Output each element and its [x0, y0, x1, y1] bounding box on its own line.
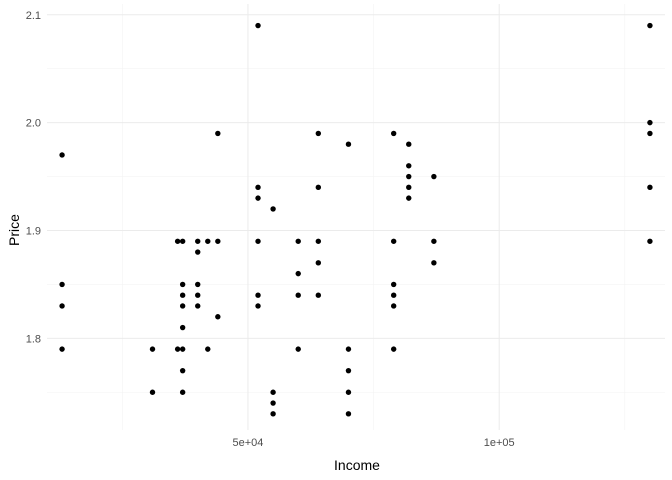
x-tick-label: 1e+05 — [484, 437, 515, 449]
data-point — [255, 292, 261, 298]
y-axis-tick-labels: 1.8 1.9 2.0 2.1 — [26, 10, 41, 346]
data-point — [179, 346, 186, 352]
data-point — [315, 292, 322, 298]
data-point — [315, 238, 322, 244]
data-point — [270, 389, 276, 395]
data-point — [406, 184, 412, 191]
data-point — [255, 238, 261, 244]
data-point — [345, 389, 352, 395]
data-point — [255, 22, 261, 29]
data-point — [149, 346, 156, 352]
data-point — [295, 238, 301, 244]
data-point — [255, 195, 261, 201]
data-point — [647, 22, 653, 29]
data-point — [647, 130, 653, 137]
data-point — [315, 130, 322, 137]
y-tick-label: 2.0 — [26, 118, 41, 130]
data-point — [215, 238, 221, 244]
data-point — [179, 389, 186, 395]
x-tick-label: 5e+04 — [233, 437, 264, 449]
data-point — [149, 389, 156, 395]
data-point — [431, 173, 437, 180]
data-point — [179, 324, 186, 331]
data-point — [390, 281, 397, 288]
data-point — [406, 173, 412, 180]
data-point — [174, 346, 181, 352]
data-point — [205, 238, 211, 244]
data-point — [179, 292, 186, 298]
data-point — [647, 238, 653, 244]
x-axis-title: Income — [334, 457, 380, 473]
y-axis-title: Price — [6, 214, 22, 246]
data-point — [295, 270, 301, 277]
data-point — [59, 303, 65, 309]
data-point — [315, 260, 322, 266]
data-point — [59, 152, 65, 158]
data-point — [179, 367, 186, 374]
data-point — [174, 238, 181, 244]
data-point — [255, 184, 261, 191]
data-point — [195, 249, 201, 255]
data-point — [406, 163, 412, 169]
data-point — [345, 411, 352, 417]
data-point — [215, 314, 221, 320]
data-point — [647, 184, 653, 191]
data-point — [390, 130, 397, 137]
data-point — [270, 400, 276, 406]
data-point — [179, 303, 186, 309]
data-point — [255, 303, 261, 309]
y-tick-label: 1.8 — [26, 333, 41, 345]
data-point — [179, 281, 186, 288]
data-point — [195, 238, 201, 244]
data-point — [390, 292, 397, 298]
data-point — [345, 141, 352, 147]
y-tick-label: 1.9 — [26, 225, 41, 237]
data-point — [345, 346, 352, 352]
data-point — [315, 184, 322, 191]
data-point — [345, 367, 352, 374]
data-point — [59, 281, 65, 288]
data-point — [431, 260, 437, 266]
data-point — [431, 238, 437, 244]
data-point — [270, 206, 276, 212]
data-point — [195, 303, 201, 309]
data-point — [179, 238, 186, 244]
data-point — [295, 292, 301, 298]
data-points — [59, 22, 653, 417]
data-point — [59, 346, 65, 352]
data-point — [390, 238, 397, 244]
y-tick-label: 2.1 — [26, 10, 41, 22]
data-point — [205, 346, 211, 352]
data-point — [406, 195, 412, 201]
data-point — [215, 130, 221, 137]
data-point — [647, 119, 653, 126]
grid — [47, 4, 665, 430]
data-point — [390, 303, 397, 309]
x-axis-tick-labels: 5e+04 1e+05 — [233, 437, 515, 449]
data-point — [295, 346, 301, 352]
data-point — [406, 141, 412, 147]
data-point — [390, 346, 397, 352]
data-point — [195, 292, 201, 298]
data-point — [270, 411, 276, 417]
data-point — [195, 281, 201, 288]
